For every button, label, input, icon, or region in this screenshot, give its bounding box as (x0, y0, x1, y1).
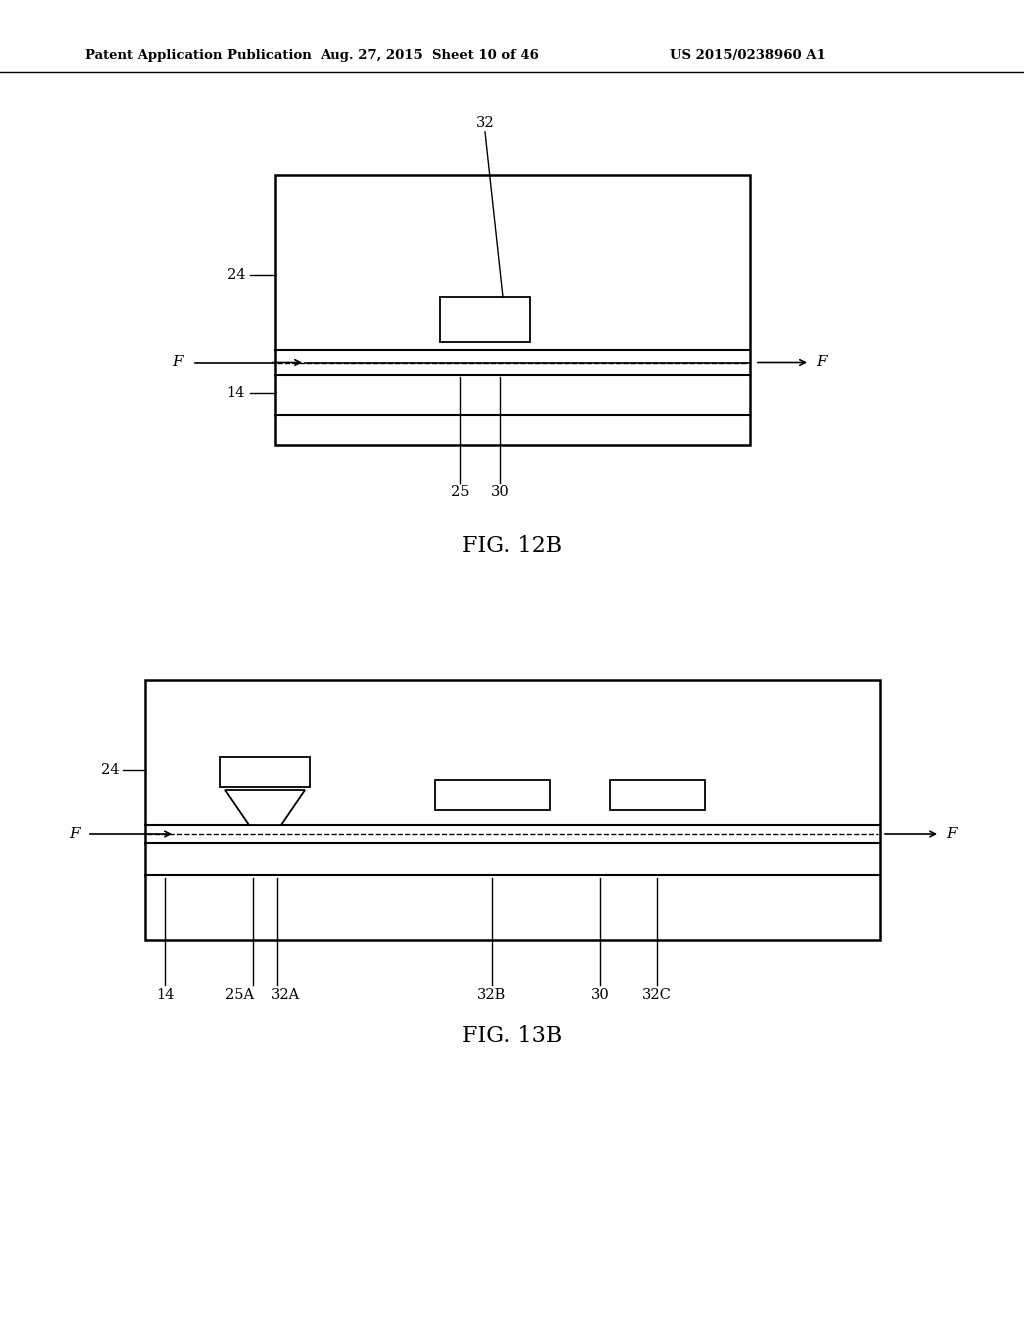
Text: 32C: 32C (642, 987, 672, 1002)
Text: 24: 24 (101, 763, 120, 777)
Text: 32: 32 (476, 116, 495, 129)
Text: Patent Application Publication: Patent Application Publication (85, 49, 311, 62)
Text: F: F (817, 355, 827, 370)
Text: 24: 24 (226, 268, 245, 282)
Text: F: F (173, 355, 183, 370)
Bar (145, 680, 880, 940)
Text: FIG. 13B: FIG. 13B (462, 1026, 562, 1047)
Text: US 2015/0238960 A1: US 2015/0238960 A1 (670, 49, 825, 62)
Bar (435, 780, 550, 810)
Polygon shape (225, 789, 305, 825)
Bar (610, 780, 705, 810)
Text: 30: 30 (591, 987, 609, 1002)
Text: 32B: 32B (477, 987, 507, 1002)
Text: 25A: 25A (225, 987, 255, 1002)
Bar (220, 756, 310, 787)
Text: 25: 25 (451, 484, 469, 499)
Text: 14: 14 (156, 987, 174, 1002)
Text: 30: 30 (490, 484, 509, 499)
Bar (440, 297, 530, 342)
Text: F: F (70, 828, 80, 841)
Text: 32A: 32A (270, 987, 300, 1002)
Text: 14: 14 (226, 385, 245, 400)
Bar (275, 176, 750, 445)
Text: F: F (946, 828, 957, 841)
Text: FIG. 12B: FIG. 12B (462, 535, 562, 557)
Text: Aug. 27, 2015  Sheet 10 of 46: Aug. 27, 2015 Sheet 10 of 46 (321, 49, 540, 62)
